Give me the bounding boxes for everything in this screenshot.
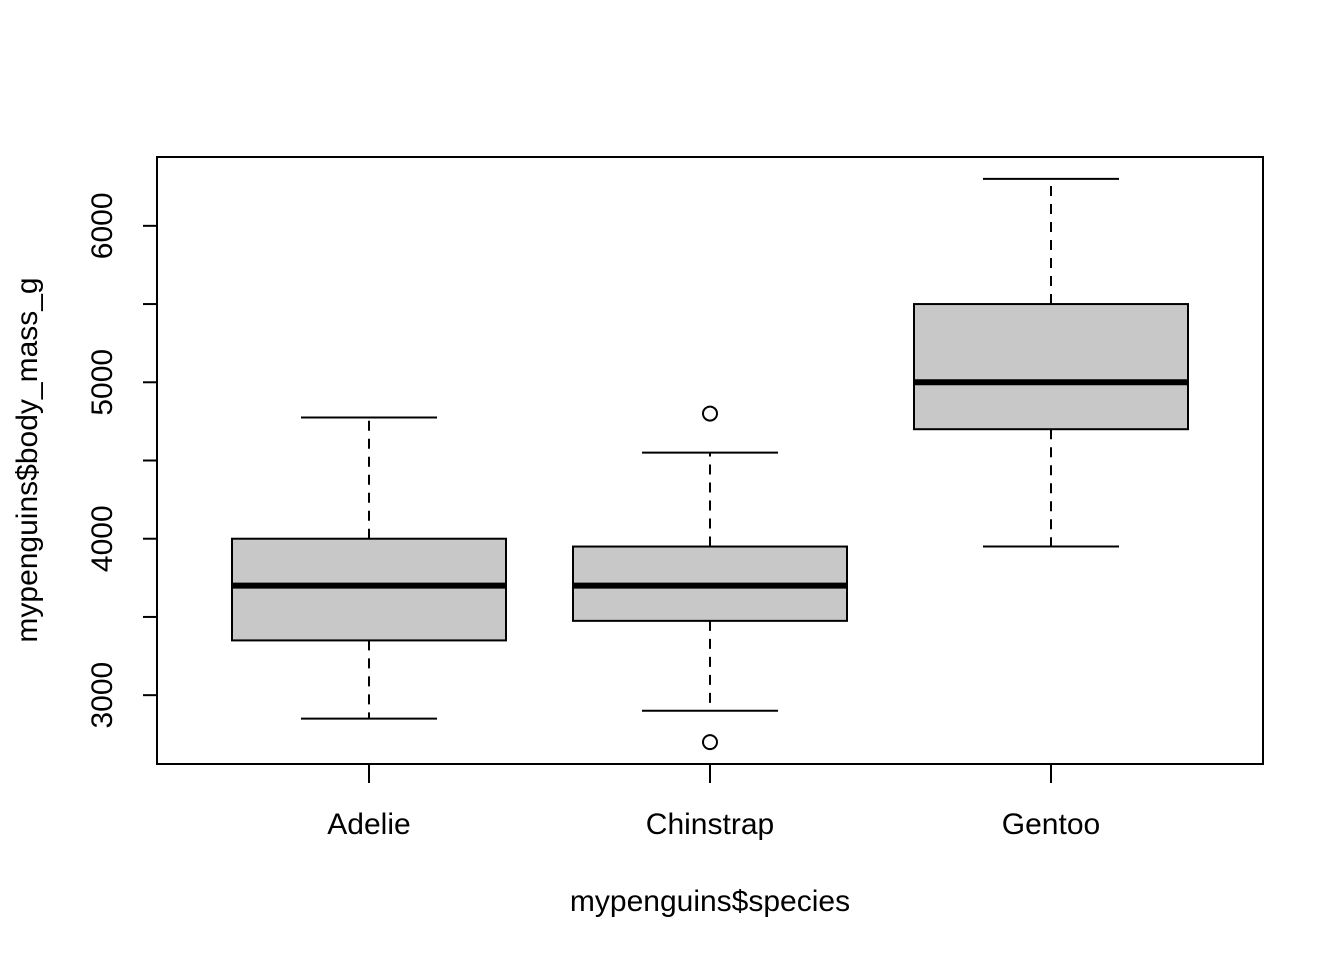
x-tick-label-gentoo: Gentoo [1002, 808, 1100, 841]
boxes-layer [231, 177, 1189, 751]
y-tick-label: 6000 [86, 192, 119, 259]
y-tick-label: 3000 [86, 662, 119, 729]
x-tick-label-chinstrap: Chinstrap [646, 808, 774, 841]
x-axis-label: mypenguins$species [570, 885, 850, 918]
iqr-box [231, 537, 507, 642]
y-axis-label: mypenguins$body_mass_g [11, 277, 44, 642]
box-group-adelie [231, 416, 507, 720]
y-axis: 3000 4000 5000 6000 [86, 192, 157, 729]
box-group-gentoo [913, 177, 1189, 548]
outlier-point [702, 734, 718, 751]
iqr-box [913, 303, 1189, 431]
x-axis: Adelie Chinstrap Gentoo [327, 764, 1100, 841]
y-tick-label: 4000 [86, 505, 119, 572]
x-tick-label-adelie: Adelie [327, 808, 410, 841]
plot-frame [156, 156, 1264, 765]
y-tick-label: 5000 [86, 349, 119, 416]
box-group-chinstrap [572, 405, 848, 751]
outlier-point [702, 405, 718, 422]
